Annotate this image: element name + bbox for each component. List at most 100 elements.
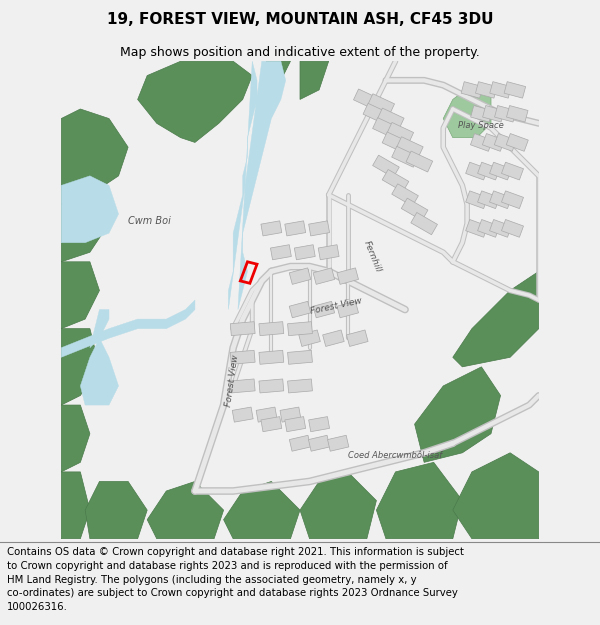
- Polygon shape: [470, 106, 492, 122]
- Polygon shape: [313, 301, 335, 318]
- Polygon shape: [61, 405, 90, 472]
- Polygon shape: [224, 481, 300, 539]
- Polygon shape: [382, 169, 409, 192]
- Polygon shape: [466, 219, 488, 238]
- Polygon shape: [271, 245, 292, 260]
- Polygon shape: [80, 338, 119, 405]
- Polygon shape: [461, 82, 482, 98]
- Polygon shape: [85, 481, 147, 539]
- Text: Contains OS data © Crown copyright and database right 2021. This information is : Contains OS data © Crown copyright and d…: [7, 548, 464, 612]
- Polygon shape: [443, 85, 491, 138]
- Polygon shape: [61, 195, 109, 262]
- Polygon shape: [373, 118, 399, 139]
- Text: 19, FOREST VIEW, MOUNTAIN ASH, CF45 3DU: 19, FOREST VIEW, MOUNTAIN ASH, CF45 3DU: [107, 12, 493, 28]
- Polygon shape: [262, 61, 290, 90]
- Polygon shape: [289, 301, 311, 318]
- Polygon shape: [328, 435, 349, 451]
- Polygon shape: [287, 379, 313, 393]
- Polygon shape: [289, 268, 311, 284]
- Polygon shape: [313, 268, 335, 284]
- Polygon shape: [61, 472, 90, 539]
- Polygon shape: [300, 61, 329, 99]
- Polygon shape: [308, 221, 329, 236]
- Polygon shape: [466, 191, 488, 209]
- Polygon shape: [490, 162, 512, 180]
- Polygon shape: [280, 407, 301, 422]
- Polygon shape: [502, 219, 524, 238]
- Text: Cwm Boi: Cwm Boi: [128, 216, 171, 226]
- Polygon shape: [300, 472, 376, 539]
- Polygon shape: [259, 322, 284, 336]
- Polygon shape: [61, 109, 128, 204]
- Polygon shape: [411, 213, 437, 235]
- Polygon shape: [147, 481, 224, 539]
- Polygon shape: [259, 379, 284, 393]
- Polygon shape: [230, 351, 255, 364]
- Text: Map shows position and indicative extent of the property.: Map shows position and indicative extent…: [120, 46, 480, 59]
- Polygon shape: [363, 103, 390, 124]
- Polygon shape: [285, 417, 305, 432]
- Text: Forest View: Forest View: [224, 354, 240, 407]
- Polygon shape: [470, 134, 493, 151]
- Polygon shape: [490, 82, 511, 98]
- Polygon shape: [382, 132, 409, 153]
- Polygon shape: [478, 219, 500, 238]
- Polygon shape: [406, 151, 433, 172]
- Polygon shape: [392, 184, 418, 206]
- Polygon shape: [482, 106, 504, 122]
- Polygon shape: [376, 462, 463, 539]
- Polygon shape: [137, 61, 252, 142]
- Polygon shape: [230, 379, 255, 393]
- Polygon shape: [229, 61, 286, 309]
- Polygon shape: [61, 329, 100, 405]
- Polygon shape: [90, 309, 109, 348]
- Polygon shape: [323, 330, 344, 346]
- Polygon shape: [466, 162, 488, 180]
- Polygon shape: [261, 221, 282, 236]
- Polygon shape: [478, 162, 500, 180]
- Polygon shape: [289, 435, 311, 451]
- Polygon shape: [353, 89, 380, 110]
- Polygon shape: [287, 351, 313, 364]
- Polygon shape: [475, 82, 497, 98]
- Polygon shape: [494, 106, 516, 122]
- Polygon shape: [490, 219, 512, 238]
- Polygon shape: [368, 94, 395, 114]
- Polygon shape: [504, 82, 526, 98]
- Polygon shape: [490, 191, 512, 209]
- Polygon shape: [299, 330, 320, 346]
- Polygon shape: [295, 245, 315, 260]
- Polygon shape: [232, 407, 253, 422]
- Polygon shape: [387, 122, 413, 143]
- Polygon shape: [453, 452, 539, 539]
- Polygon shape: [61, 300, 195, 358]
- Polygon shape: [261, 417, 282, 432]
- Polygon shape: [373, 155, 399, 178]
- Polygon shape: [61, 262, 100, 329]
- Polygon shape: [61, 176, 119, 242]
- Polygon shape: [285, 221, 305, 236]
- Polygon shape: [506, 106, 528, 122]
- Polygon shape: [506, 134, 528, 151]
- Polygon shape: [392, 146, 418, 168]
- Polygon shape: [318, 245, 339, 260]
- Text: Fernhill: Fernhill: [362, 239, 383, 273]
- Polygon shape: [259, 351, 284, 364]
- Polygon shape: [256, 407, 277, 422]
- Polygon shape: [308, 435, 330, 451]
- Polygon shape: [230, 322, 255, 336]
- Polygon shape: [494, 134, 517, 151]
- Polygon shape: [347, 330, 368, 346]
- Polygon shape: [415, 367, 500, 462]
- Polygon shape: [478, 191, 500, 209]
- Text: Play Space: Play Space: [458, 121, 503, 130]
- Polygon shape: [308, 417, 329, 432]
- Polygon shape: [377, 108, 404, 129]
- Polygon shape: [502, 191, 524, 209]
- Polygon shape: [401, 198, 428, 221]
- Polygon shape: [287, 322, 313, 336]
- Polygon shape: [397, 137, 423, 158]
- Polygon shape: [502, 162, 524, 180]
- Polygon shape: [337, 301, 359, 318]
- Text: Forest View: Forest View: [310, 297, 363, 316]
